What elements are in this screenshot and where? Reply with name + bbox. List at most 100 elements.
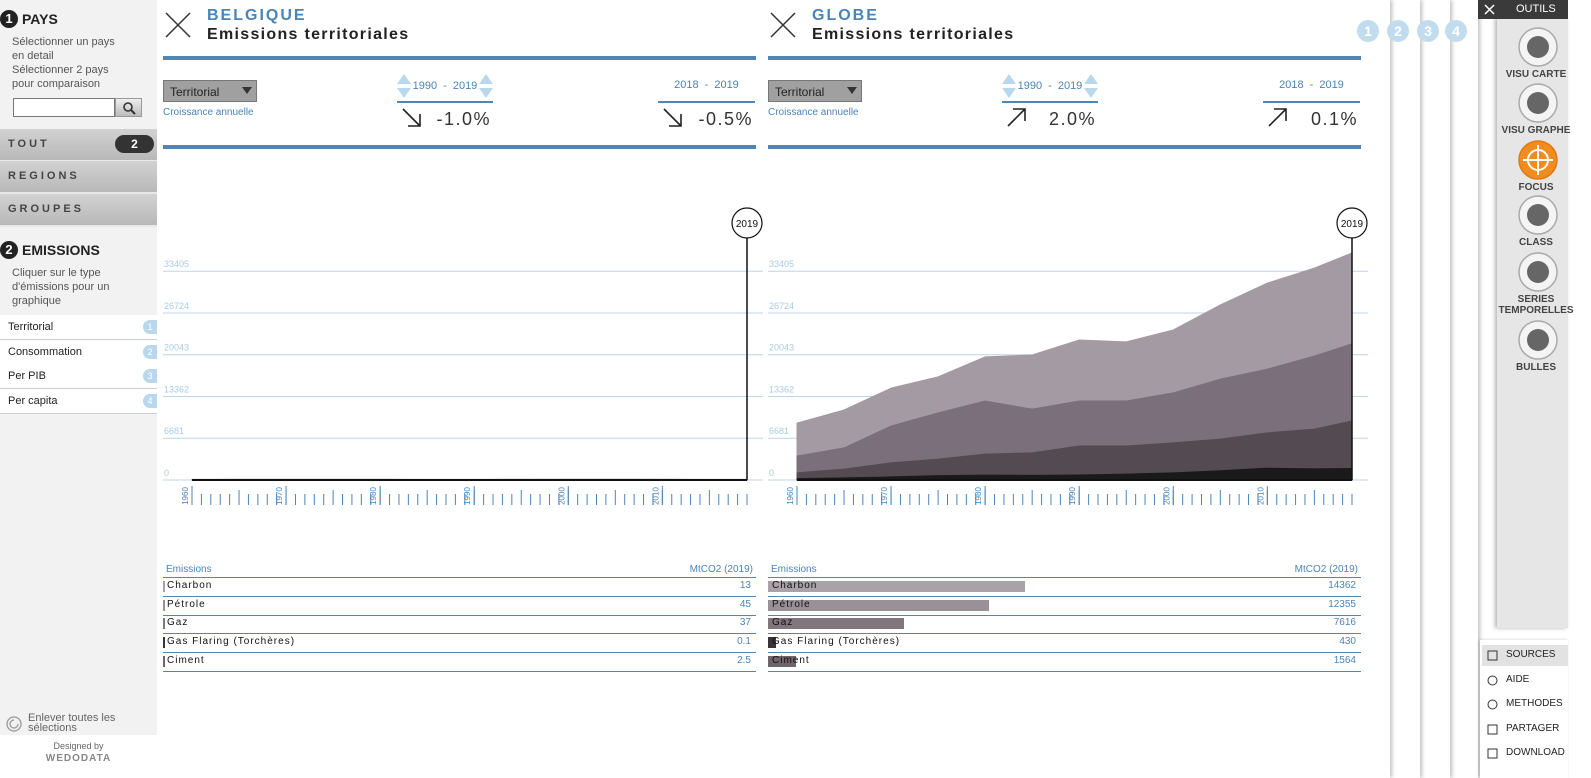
emission-type[interactable]: Consommation 2: [0, 339, 157, 365]
tool-icon[interactable]: [1518, 252, 1558, 292]
x-tick-label: 1990: [463, 487, 472, 505]
reset-arrow: [9, 719, 19, 729]
table-bar: [163, 581, 165, 592]
filter-label: TOUT: [8, 138, 50, 150]
trend-value: 2.0%: [1048, 109, 1096, 129]
tab-number[interactable]: 2: [1387, 20, 1409, 42]
table-bar: [163, 618, 165, 630]
rule: [163, 577, 756, 578]
x-tick-label: 2010: [651, 487, 660, 505]
step-text: en detail: [12, 50, 54, 62]
emission-type[interactable]: Territorial 1: [0, 315, 157, 340]
rule: [163, 614, 756, 616]
tab-number[interactable]: 3: [1417, 20, 1439, 42]
reset-icon: [6, 716, 22, 732]
period-stepper: [1002, 74, 1016, 98]
period-start: 2018: [1279, 79, 1304, 91]
tool-label[interactable]: VISU GRAPHE: [1501, 125, 1571, 136]
panel-subtitle: Emissions territoriales: [812, 26, 1015, 43]
row-name: Charbon: [772, 580, 818, 591]
y-tick-label: 0: [769, 468, 774, 478]
tool-glyph: [1527, 204, 1549, 226]
icon-box: [1487, 675, 1498, 686]
rule: [768, 56, 1361, 60]
row-value: 0.1: [737, 636, 751, 648]
type-number: 3: [143, 369, 157, 384]
tool-icon[interactable]: [1518, 320, 1558, 360]
emission-type[interactable]: Per capita 4: [0, 388, 157, 414]
emission-type[interactable]: Per PIB 3: [0, 364, 157, 390]
y-tick-label: 26724: [164, 301, 189, 311]
period-separator: -: [1309, 79, 1314, 91]
tool-label[interactable]: FOCUS: [1518, 182, 1554, 193]
rule: [163, 633, 756, 635]
tool-icon[interactable]: [1518, 140, 1558, 180]
tool-label[interactable]: TEMPORELLES: [1498, 305, 1574, 316]
rule: [768, 577, 1361, 578]
row-value: 45: [739, 598, 751, 610]
row-name: Pétrole: [772, 598, 811, 610]
trend-arrow: [402, 108, 421, 127]
period-stepper: [397, 74, 411, 98]
tool-link[interactable]: AIDE: [1506, 673, 1530, 685]
tool-label[interactable]: CLASS: [1519, 237, 1553, 248]
lens: [123, 102, 133, 112]
type-number: 2: [143, 344, 157, 359]
handle: [130, 109, 136, 115]
panel: BELGIQUE Emissions territoriales Territori…: [163, 0, 763, 700]
year-marker-label: 2019: [736, 219, 759, 230]
credit-brand: WEDODATA: [45, 753, 112, 764]
tab-number[interactable]: 4: [1445, 20, 1467, 42]
tool-link[interactable]: PARTAGER: [1506, 722, 1560, 734]
search-button[interactable]: [115, 98, 142, 117]
chart: 0 6681 13362 20043 26724 33405 1960 1970 1980 199…: [163, 207, 763, 505]
selector[interactable]: Territorial: [163, 80, 257, 102]
table-bar: [163, 637, 165, 649]
x-tick-label: 1970: [880, 487, 889, 505]
reset-text[interactable]: Enlever toutes les: [28, 712, 116, 724]
tools: OUTILS VISU CARTE VISU GRAPHE FOCUS CLASS SER…: [1478, 0, 1574, 778]
period-end: 2019: [1057, 80, 1083, 92]
tool-icon[interactable]: [1518, 195, 1558, 235]
tool-link[interactable]: SOURCES: [1506, 649, 1556, 660]
table-header: Emissions: [771, 564, 817, 575]
step-text: pour comparaison: [12, 78, 101, 90]
row-name: Ciment: [772, 654, 810, 666]
tool-link[interactable]: METHODES: [1506, 698, 1563, 710]
tool-glyph: [1527, 261, 1549, 283]
step-up: [397, 74, 411, 84]
reset-text[interactable]: sélections: [28, 722, 77, 734]
tool-label[interactable]: VISU CARTE: [1505, 69, 1567, 80]
period-underline: [397, 101, 493, 103]
table-bar: [768, 599, 990, 611]
step-down: [397, 88, 411, 98]
rule: [768, 596, 1361, 597]
tab-number[interactable]: 1: [1357, 20, 1379, 42]
panel-subtitle: Emissions territoriales: [207, 26, 410, 43]
country-name: GLOBE: [812, 7, 879, 24]
filter-tab[interactable]: GROUPES: [0, 194, 157, 227]
tool-label[interactable]: BULLES: [1516, 362, 1556, 373]
rule: [163, 652, 756, 654]
search-input[interactable]: [13, 98, 115, 117]
row-name: Pétrole: [167, 598, 206, 610]
selector[interactable]: Territorial: [768, 80, 862, 102]
panel: GLOBE Emissions territoriales Territorial C…: [768, 0, 1368, 700]
rule: [163, 596, 756, 597]
link-icon: [1487, 675, 1498, 686]
period-separator: -: [1048, 80, 1052, 92]
tool-link[interactable]: DOWNLOAD: [1506, 747, 1565, 759]
filter-tab[interactable]: TOUT 2: [0, 129, 157, 162]
table-header: Emissions: [166, 564, 212, 575]
tool-icon[interactable]: [1518, 27, 1558, 67]
table-header: MtCO2 (2019): [1294, 564, 1358, 575]
chart: 0 6681 13362 20043 26724 33405 1960 1970 1980 199…: [768, 207, 1368, 505]
filter-tab[interactable]: REGIONS: [0, 161, 157, 194]
tool-label[interactable]: SERIES: [1517, 294, 1555, 305]
year-marker: [731, 207, 763, 239]
filter-count: 2: [115, 135, 154, 153]
row-value: 12355: [1328, 598, 1356, 610]
y-tick-label: 6681: [769, 426, 789, 436]
tool-icon[interactable]: [1518, 83, 1558, 123]
